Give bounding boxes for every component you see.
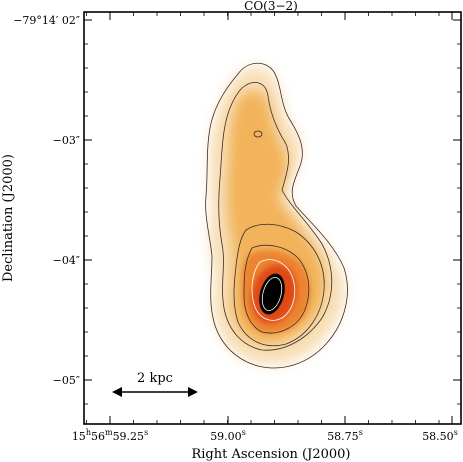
contour-level-3	[233, 223, 325, 347]
scale-bar-arrow-right	[188, 387, 198, 397]
contour-level-1	[205, 62, 348, 369]
y-tick-label: −03″	[53, 134, 80, 147]
scale-bar-arrow-left	[112, 387, 122, 397]
contour-level-4	[243, 244, 310, 334]
contour-island	[253, 130, 263, 138]
minor-ticks	[84, 12, 461, 424]
axes-frame	[83, 11, 462, 425]
scale-bar-label: 2 kpc	[137, 371, 173, 386]
emission-core	[259, 273, 285, 315]
x-axis-title: Right Ascension (J2000)	[191, 447, 350, 462]
emission-image	[209, 66, 346, 365]
x-tick-label: 15h56m59.25s	[72, 428, 148, 443]
figure-title: CO(3−2)	[244, 0, 298, 13]
y-tick-label: −05″	[53, 374, 80, 387]
y-axis-title: Declination (J2000)	[1, 154, 16, 282]
scale-bar: 2 kpc	[112, 371, 198, 397]
y-tick-label: −04″	[53, 254, 80, 267]
contour-level-5	[251, 259, 296, 321]
x-tick-label: 58.50s	[422, 428, 458, 443]
y-tick-label: −79°14′ 02″	[13, 14, 80, 27]
contour-lines	[205, 62, 348, 369]
x-tick-label: 58.75s	[327, 428, 363, 443]
x-tick-label: 59.00s	[210, 428, 246, 443]
contour-level-2	[218, 82, 333, 351]
contour-level-6	[261, 277, 283, 311]
